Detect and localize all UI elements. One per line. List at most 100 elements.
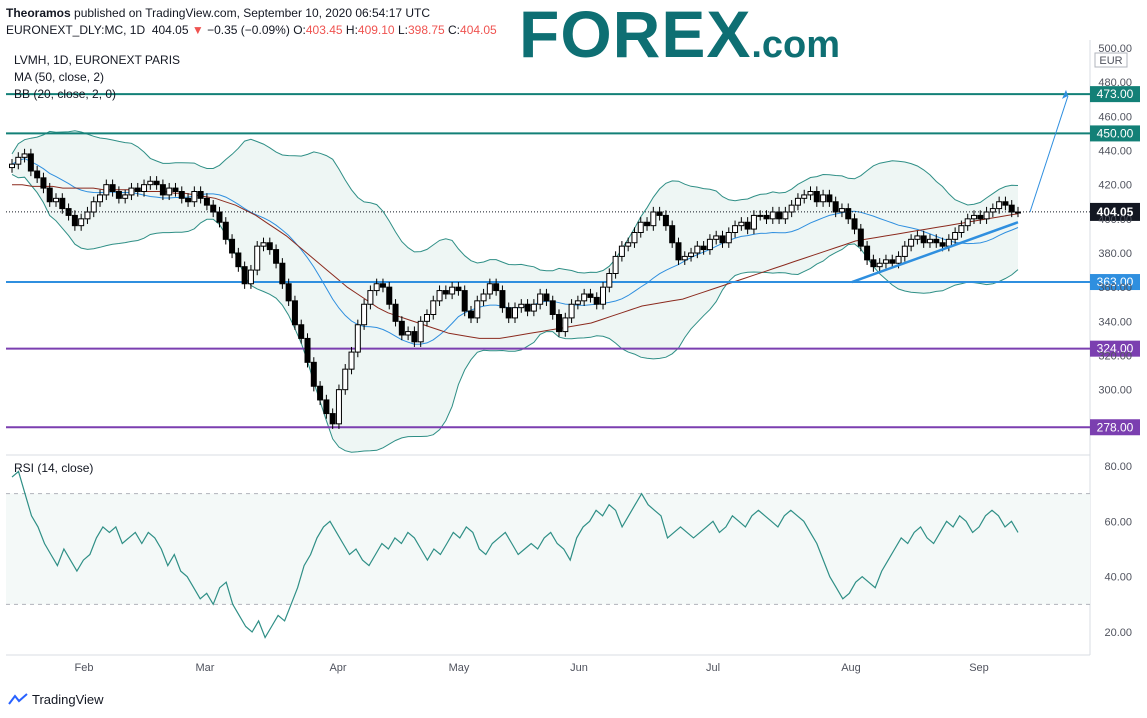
candle-body [159,184,166,196]
candle [864,241,871,265]
candle-body [524,303,531,312]
candle [386,282,393,310]
candle [191,186,198,207]
candle-body [763,214,770,220]
open-value: 403.45 [305,23,343,37]
published-text: published on TradingView.com, September … [74,6,431,20]
candle-body [361,303,368,326]
candle [411,326,418,347]
candle-body [562,317,569,333]
price-tick-label: 440.00 [1098,146,1132,158]
level-tag-bg [1090,340,1140,357]
candle [27,148,34,177]
candle [732,220,739,238]
candle [876,258,883,272]
candle [970,210,977,224]
price-tick-label: 480.00 [1098,77,1132,89]
candle-body [713,235,720,240]
candle-body [864,245,871,261]
candle [706,234,713,255]
candle-body [901,245,908,257]
candle-body [398,320,405,336]
candle [744,217,751,235]
candle-body [128,187,135,196]
level-tag-bg [1090,274,1140,291]
close-label: C: [448,23,461,37]
candle [398,316,405,341]
candle [989,203,996,218]
candle [405,326,412,341]
candle [505,302,512,324]
candle [392,299,399,327]
candle-body [329,413,336,425]
candle-body [298,324,305,339]
candle [354,319,361,358]
currency-badge-text: EUR [1099,55,1122,67]
candle-body [90,201,97,213]
candle [838,203,845,218]
candle-body [876,262,883,268]
candle-body [650,211,657,227]
price-tick-label: 400.00 [1098,214,1132,226]
candle-body [958,225,965,234]
rsi-legend[interactable]: RSI (14, close) [14,461,94,475]
candle [618,241,625,262]
candle [436,285,443,306]
candle-body [719,235,726,244]
candle [782,206,789,224]
price-tick-label: 380.00 [1098,248,1132,260]
candle-body [323,399,330,415]
candle-body [600,286,607,305]
candle-body [166,187,173,196]
level-tag-324.00: 324.00 [1090,340,1140,357]
candle-body [889,259,896,264]
close-value: 404.05 [460,23,497,37]
level-tag-bg [1090,419,1140,436]
candle [882,254,889,269]
candle [304,333,311,368]
candle [826,189,833,207]
ma-legend[interactable]: MA (50, close, 2) [14,70,105,84]
candle [109,179,116,197]
last-price-tag: 404.05 [1090,202,1140,221]
candle [625,237,632,252]
candle [832,196,839,218]
bollinger-lower-line [11,173,1019,453]
level-tag-text: 450.00 [1097,126,1134,140]
candle-body [436,290,443,302]
candle-body [505,307,512,319]
time-tick-label: Feb [75,662,94,674]
candle [329,408,336,429]
symbol-label: EURONEXT_DLY:MC, 1D [6,23,146,37]
candle-body [467,310,474,319]
candle-body [895,255,902,264]
candle-body [688,252,695,257]
low-value: 398.75 [407,23,445,37]
projection-arrow-line [1029,95,1069,213]
candle-body [744,221,751,230]
candle [103,179,110,201]
tradingview-branding[interactable]: TradingView [8,692,104,707]
candle-body [185,197,192,203]
candle-body [449,286,456,295]
candle-body [71,214,78,227]
candle [656,206,663,221]
bb-legend[interactable]: BB (20, close, 2, 0) [14,87,117,101]
candle-body [618,245,625,257]
candle [342,364,349,395]
candle [153,176,160,190]
price-change: −0.35 (−0.09%) [207,23,290,37]
candle-body [807,191,814,196]
time-tick-label: Apr [329,662,346,674]
candle [908,234,915,252]
candle [996,196,1003,214]
candle-body [141,184,148,193]
candle-body [964,218,971,227]
candle-body [342,368,349,391]
candle-body [84,211,91,220]
candle [537,288,544,310]
candle-body [266,242,273,251]
candle [769,206,776,224]
candle-body [851,218,858,230]
